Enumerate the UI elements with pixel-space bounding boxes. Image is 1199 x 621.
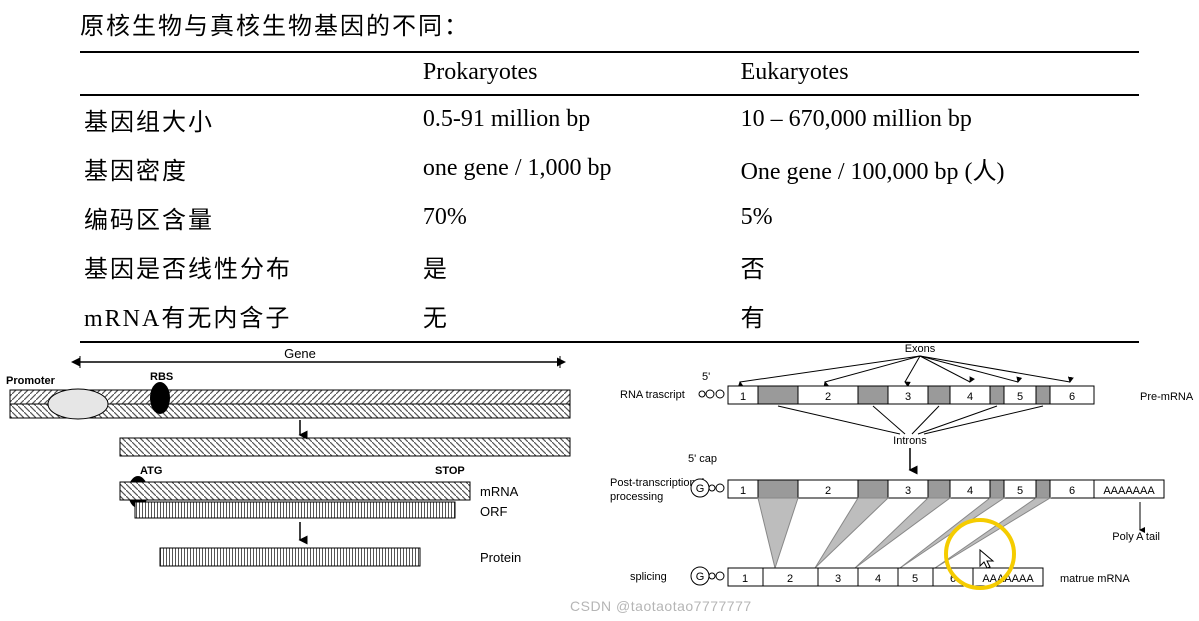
cell-euk: One gene / 100,000 bp (人) bbox=[737, 145, 1139, 194]
row-label: 基因组大小 bbox=[80, 95, 419, 145]
comparison-table: Prokaryotes Eukaryotes 基因组大小 0.5-91 mill… bbox=[80, 51, 1139, 343]
cell-prok: 70% bbox=[419, 194, 737, 243]
svg-text:G: G bbox=[696, 571, 705, 583]
exon-num: 1 bbox=[742, 573, 748, 585]
orf-label: ORF bbox=[480, 504, 508, 519]
mrna-label: mRNA bbox=[480, 484, 519, 499]
five-prime-label: 5' bbox=[702, 371, 710, 383]
eukaryote-diagram: Exons RNA trascript 5' bbox=[610, 343, 1194, 588]
introns-label: Introns bbox=[893, 435, 927, 447]
exon-num: 3 bbox=[905, 485, 911, 497]
cell-euk: 有 bbox=[737, 292, 1139, 342]
exon-num: 2 bbox=[825, 391, 831, 403]
row-label: 基因是否线性分布 bbox=[80, 243, 419, 292]
atg-label: ATG bbox=[140, 465, 162, 477]
cell-euk: 否 bbox=[737, 243, 1139, 292]
rna-transcript-label: RNA trascript bbox=[620, 389, 685, 401]
rbs-label: RBS bbox=[150, 371, 173, 383]
polya-label: Poly A tail bbox=[1112, 531, 1160, 543]
exon-num: 2 bbox=[787, 573, 793, 585]
exon-num: 6 bbox=[1069, 485, 1075, 497]
stop-label: STOP bbox=[435, 465, 465, 477]
prokaryote-diagram: Gene Promoter RBS ATG STOP mRNA ORF Prot… bbox=[6, 346, 570, 566]
protein-label: Protein bbox=[480, 550, 521, 565]
post-proc-label2: processing bbox=[610, 491, 663, 503]
row-label: 编码区含量 bbox=[80, 194, 419, 243]
svg-text:G: G bbox=[696, 483, 705, 495]
page-title: 原核生物与真核生物基因的不同： bbox=[80, 6, 1139, 41]
cell-prok: 0.5-91 million bp bbox=[419, 95, 737, 145]
exon-num: 4 bbox=[967, 391, 973, 403]
cell-prok: 是 bbox=[419, 243, 737, 292]
pre-mrna-label: Pre-mRNA bbox=[1140, 391, 1194, 403]
exon-num: 4 bbox=[875, 573, 881, 585]
row-label: 基因密度 bbox=[80, 145, 419, 194]
exon-num: 1 bbox=[740, 485, 746, 497]
polya-seq: AAAAAAA bbox=[1103, 485, 1155, 497]
table-row: 编码区含量 70% 5% bbox=[80, 194, 1139, 243]
exon-num: 2 bbox=[825, 485, 831, 497]
promoter-label: Promoter bbox=[6, 375, 56, 387]
header-blank bbox=[80, 52, 419, 95]
header-prokaryotes: Prokaryotes bbox=[419, 52, 737, 95]
gene-diagrams: Gene Promoter RBS ATG STOP mRNA ORF Prot… bbox=[0, 340, 1199, 620]
exon-num: 5 bbox=[1017, 485, 1023, 497]
table-row: 基因组大小 0.5-91 million bp 10 – 670,000 mil… bbox=[80, 95, 1139, 145]
cell-prok: one gene / 1,000 bp bbox=[419, 145, 737, 194]
exon-num: 5 bbox=[1017, 391, 1023, 403]
mature-mrna-label: matrue mRNA bbox=[1060, 573, 1130, 585]
exon-num: 3 bbox=[835, 573, 841, 585]
exon-num: 5 bbox=[912, 573, 918, 585]
table-row: mRNA有无内含子 无 有 bbox=[80, 292, 1139, 342]
cell-prok: 无 bbox=[419, 292, 737, 342]
cursor-icon bbox=[980, 550, 993, 568]
row-label: mRNA有无内含子 bbox=[80, 292, 419, 342]
exon-num: 3 bbox=[905, 391, 911, 403]
exon-num: 6 bbox=[1069, 391, 1075, 403]
table-row: 基因是否线性分布 是 否 bbox=[80, 243, 1139, 292]
splicing-label: splicing bbox=[630, 571, 667, 583]
post-proc-label1: Post-transcriptional bbox=[610, 477, 704, 489]
cell-euk: 10 – 670,000 million bp bbox=[737, 95, 1139, 145]
header-eukaryotes: Eukaryotes bbox=[737, 52, 1139, 95]
exon-num: 4 bbox=[967, 485, 973, 497]
exons-label: Exons bbox=[905, 343, 936, 355]
exon-num: 1 bbox=[740, 391, 746, 403]
five-cap-label: 5' cap bbox=[688, 453, 717, 465]
table-row: 基因密度 one gene / 1,000 bp One gene / 100,… bbox=[80, 145, 1139, 194]
cell-euk: 5% bbox=[737, 194, 1139, 243]
watermark: CSDN @taotaotao7777777 bbox=[570, 598, 752, 614]
gene-label: Gene bbox=[284, 346, 316, 361]
